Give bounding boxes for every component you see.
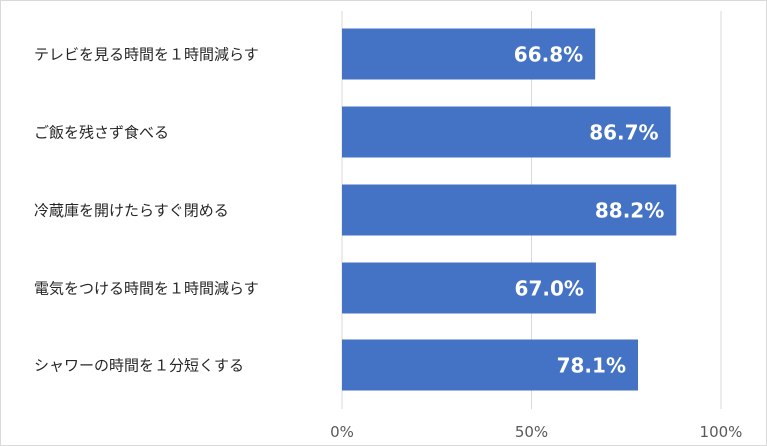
x-tick-label-2: 100% (700, 423, 743, 441)
bar-0 (342, 28, 596, 80)
bar-3 (342, 262, 596, 314)
bar-2 (342, 184, 677, 236)
x-tick-label-0: 0% (330, 423, 354, 441)
category-label-4: シャワーの時間を１分短くする (34, 357, 244, 375)
x-axis-ticks: 0% 50% 100% (330, 423, 742, 441)
category-labels: テレビを見る時間を１時間減らすご飯を残さず食べる冷蔵庫を開けたらすぐ閉める電気を… (34, 46, 259, 375)
bar-value-label-0: 66.8% (514, 43, 583, 67)
bar-4 (342, 339, 638, 391)
bar-value-label-3: 67.0% (515, 277, 584, 301)
bars (342, 28, 677, 391)
value-labels: 66.8% 86.7% 88.2% 67.0% 78.1% (514, 43, 664, 378)
bar-value-label-4: 78.1% (557, 354, 626, 378)
bar-value-label-2: 88.2% (595, 199, 664, 223)
bar-1 (342, 106, 671, 158)
category-label-0: テレビを見る時間を１時間減らす (34, 46, 259, 64)
category-label-3: 電気をつける時間を１時間減らす (34, 280, 259, 298)
category-label-2: 冷蔵庫を開けたらすぐ閉める (34, 202, 229, 220)
category-label-1: ご飯を残さず食べる (34, 124, 169, 142)
x-tick-label-1: 50% (515, 423, 548, 441)
bar-value-label-1: 86.7% (589, 121, 658, 145)
